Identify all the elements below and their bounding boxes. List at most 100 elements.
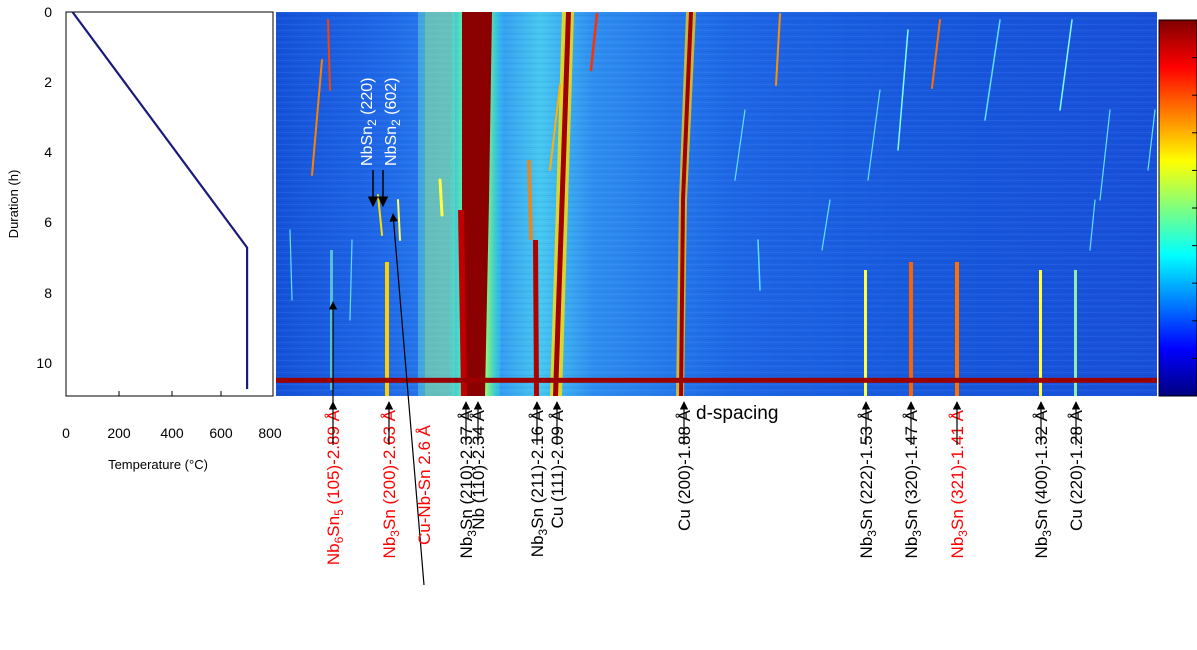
streak (734, 109, 746, 181)
streak (821, 199, 831, 251)
temperature-profile-line (71, 11, 249, 389)
label-subscript: 2 (365, 119, 379, 126)
nb-peak-edge (458, 210, 467, 396)
temperature-plot-area (65, 11, 274, 397)
streak (549, 84, 561, 171)
streak (757, 239, 761, 291)
label-text: Cu (200)-1.88 Å (675, 409, 694, 531)
nb3sn-211-peak-early (527, 160, 533, 240)
y-tick-label: 8 (44, 285, 52, 301)
cu-nb-sn-pointer-line (389, 213, 425, 586)
label-text: (602) (383, 77, 400, 119)
temperature-y-ticks: 0 2 4 6 8 10 (36, 4, 52, 371)
transient-streaks (289, 12, 1156, 321)
nb3sn-222-peak (864, 270, 867, 396)
label-subscript: 3 (388, 530, 402, 537)
peak-label: Nb3Sn (321)-1.41 Å (948, 409, 970, 558)
nb3sn-211-peak (533, 240, 539, 396)
peak-label: Nb3Sn (200)-2.63 Å (380, 409, 402, 558)
peak-label: Cu (220)-1.28 Å (1067, 409, 1086, 531)
label-subscript: 2 (389, 119, 403, 126)
temperature-panel: 0 200 400 600 800 0 2 4 6 8 10 Temperatu… (6, 4, 282, 472)
label-text: NbSn (359, 126, 376, 166)
label-text: (220) (359, 77, 376, 119)
label-text: Sn (222)-1.53 Å (857, 409, 876, 530)
label-text: Nb (380, 537, 399, 559)
nbsn2-220-label: NbSn2 (220) (359, 77, 379, 166)
y-tick-label: 2 (44, 74, 52, 90)
label-subscript: 3 (465, 530, 479, 537)
peak-label: Nb (110)-2.34 Å (469, 409, 488, 529)
label-subscript: 3 (536, 528, 550, 535)
nb3sn-320-peak (909, 262, 913, 396)
label-subscript: 6 (332, 536, 346, 543)
streak (311, 59, 323, 176)
label-text: Sn (200)-2.63 Å (380, 409, 399, 530)
streak (1059, 19, 1073, 111)
temperature-x-ticks: 0 200 400 600 800 (62, 391, 282, 441)
peak-label: Nb3Sn (211)-2.16 Å (528, 409, 550, 557)
cu-111-peak-core (553, 12, 571, 396)
y-tick-label: 4 (44, 144, 52, 160)
colorbar-scale (1158, 19, 1197, 397)
peak-label: Cu (200)-1.88 Å (675, 409, 694, 531)
streak (589, 12, 599, 72)
streak (897, 29, 909, 151)
streak (327, 19, 331, 91)
label-text: Cu (111)-2.09 Å (548, 409, 567, 528)
label-subscript: 3 (1040, 530, 1054, 537)
nb6sn5-105-peak (330, 250, 333, 390)
label-text: Nb (324, 543, 343, 565)
cu-220-peak (1074, 270, 1077, 396)
streak (984, 19, 1001, 121)
nb3sn-321-peak (955, 262, 959, 396)
label-text: Nb (948, 537, 967, 559)
label-text: Sn (321)-1.41 Å (948, 409, 967, 530)
x-tick-label: 600 (209, 425, 233, 441)
duration-y-axis-label: Duration (h) (6, 170, 21, 239)
label-subscript: 5 (332, 509, 346, 516)
streak (349, 239, 353, 321)
streak (1099, 109, 1111, 201)
heatmap-texture (276, 12, 1157, 396)
colorbar (1158, 19, 1197, 397)
label-subscript: 3 (865, 530, 879, 537)
label-text: Nb (902, 537, 921, 559)
y-tick-label: 6 (44, 214, 52, 230)
x-tick-label: 800 (258, 425, 282, 441)
x-tick-label: 0 (62, 425, 70, 441)
label-text: (105)-2.89 Å (324, 409, 343, 509)
label-text: Nb (110)-2.34 Å (469, 409, 488, 529)
label-text: Sn (324, 516, 343, 537)
temperature-x-axis-label: Temperature (°C) (108, 457, 208, 472)
label-text: Sn (400)-1.32 Å (1032, 409, 1051, 530)
label-text: Nb (1032, 537, 1051, 559)
nb-peak-core (462, 12, 492, 396)
streak (931, 19, 941, 89)
streak (867, 89, 881, 181)
label-text: Nb (528, 535, 547, 557)
label-text: Sn (211)-2.16 Å (528, 409, 547, 528)
x-tick-label: 400 (160, 425, 184, 441)
nb3sn-200-peak (385, 262, 389, 396)
streak (397, 199, 401, 241)
label-text: Sn (210)-2.37 Å (457, 409, 476, 530)
label-text: Nb (857, 537, 876, 559)
peak-label: Nb6Sn5 (105)-2.89 Å (324, 409, 346, 565)
label-subscript: 3 (956, 530, 970, 537)
peak-label: Cu (111)-2.09 Å (548, 409, 567, 528)
peak-label: Nb3Sn (400)-1.32 Å (1032, 409, 1054, 558)
label-text: Cu-Nb-Sn 2.6 Å (415, 424, 434, 545)
peak-label: Nb3Sn (320)-1.47 Å (902, 409, 924, 558)
peak-label: Nb3Sn (210)-2.37 Å (457, 409, 479, 558)
y-tick-label: 10 (36, 355, 52, 371)
streak (1147, 109, 1156, 171)
current-time-marker-line (276, 377, 1157, 383)
label-text: Nb (457, 537, 476, 559)
nbsn2-602-label: NbSn2 (602) (383, 77, 403, 166)
d-spacing-label: d-spacing (696, 403, 778, 424)
label-text: Sn (320)-1.47 Å (902, 409, 921, 530)
nb3sn-400-peak (1039, 270, 1042, 396)
